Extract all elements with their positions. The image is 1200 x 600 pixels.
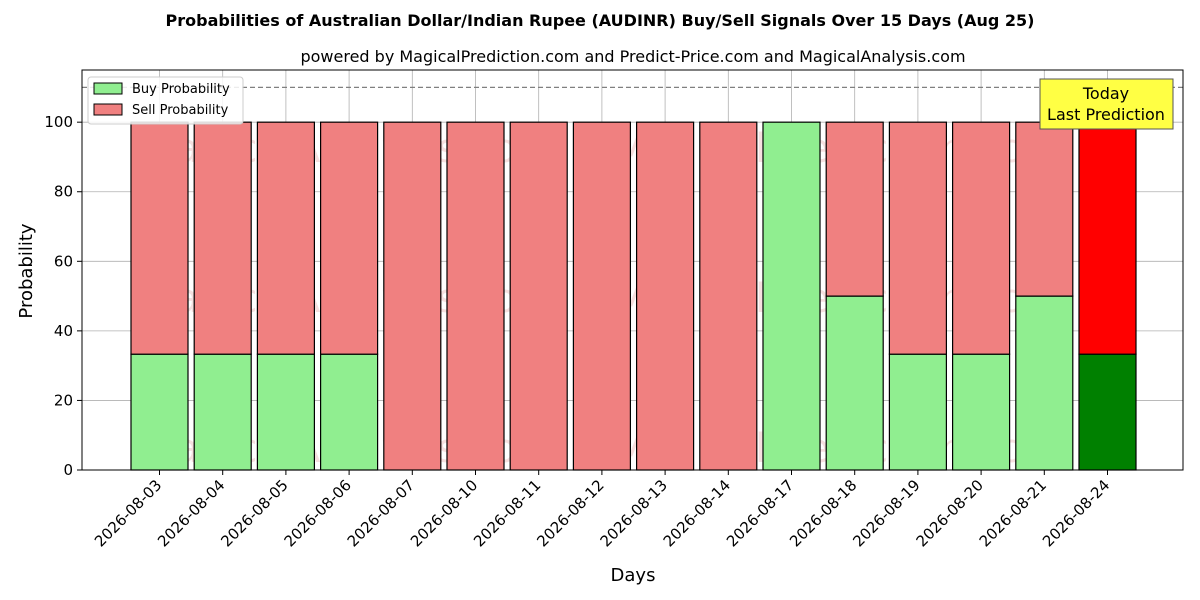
legend-swatch [93, 103, 123, 116]
y-axis-title: Probability [16, 223, 37, 318]
bars [130, 121, 1137, 471]
buy-bar [256, 353, 315, 471]
sell-bar [951, 121, 1011, 355]
sell-bar [446, 121, 505, 471]
sell-bar [572, 121, 632, 471]
sell-bar [383, 121, 442, 471]
annotation-text: Today [1082, 84, 1129, 103]
sell-bar [193, 121, 252, 355]
buy-bar [320, 353, 379, 471]
sell-bar [256, 121, 315, 355]
sell-bar [888, 121, 948, 355]
buy-bar [762, 121, 821, 471]
buy-bar [193, 353, 252, 471]
plot-frame [81, 69, 1184, 471]
sell-bar [509, 121, 568, 471]
y-tick-label: 60 [54, 252, 73, 270]
buy-bar [130, 353, 189, 471]
annotation-box [1039, 78, 1174, 130]
annotation-text: Last Prediction [1047, 105, 1165, 124]
y-tick-label: 20 [54, 391, 73, 409]
buy-bar [825, 295, 884, 471]
buy-bar [1015, 295, 1074, 471]
annotation: Today Last Prediction [1039, 78, 1174, 130]
sell-bar [635, 121, 695, 471]
legend: Buy Probability Sell Probability [87, 76, 244, 125]
y-tick-label: 80 [54, 183, 73, 201]
y-tick-label: 100 [44, 113, 73, 131]
sell-bar [699, 121, 758, 471]
legend-swatch [93, 82, 123, 95]
buy-bar [888, 353, 948, 471]
y-tick-label: 40 [54, 322, 73, 340]
legend-box [87, 76, 244, 125]
sell-bar [825, 121, 884, 297]
sell-bar [320, 121, 379, 355]
sell-bar [1078, 121, 1137, 355]
legend-label: Sell Probability [132, 103, 229, 118]
buy-bar [951, 353, 1011, 471]
buy-bar [1078, 353, 1137, 471]
sell-bar [1015, 121, 1074, 297]
legend-label: Buy Probability [132, 82, 230, 97]
y-tick-label: 0 [63, 461, 73, 479]
chart-subtitle: powered by MagicalPrediction.com and Pre… [300, 47, 965, 66]
x-axis-title: Days [611, 565, 656, 586]
chart-title: Probabilities of Australian Dollar/India… [166, 11, 1035, 30]
sell-bar [130, 121, 189, 355]
